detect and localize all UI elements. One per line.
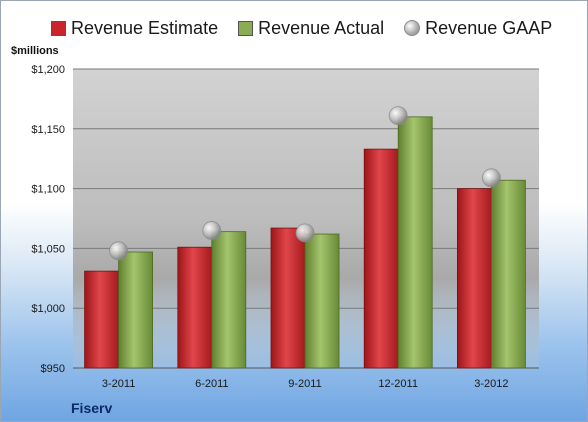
y-tick-label: $1,200	[31, 64, 65, 76]
x-axis-ticks: 3-2011 6-2011 9-2011 12-2011 3-2012	[102, 378, 509, 390]
bar-revenue-estimate	[270, 227, 306, 369]
marker-revenue-gaap	[109, 241, 128, 261]
y-tick-label: $1,000	[31, 303, 65, 315]
x-tick-label: 3-2011	[102, 378, 135, 390]
x-tick-label: 6-2011	[195, 378, 228, 390]
legend-item-estimate: Revenue Estimate	[51, 18, 218, 39]
marker-revenue-gaap	[481, 168, 501, 188]
bar-revenue-actual	[118, 251, 153, 369]
x-tick-label: 12-2011	[378, 378, 418, 390]
marker-revenue-gaap	[202, 221, 222, 240]
bar-revenue-actual	[211, 231, 247, 369]
bar-revenue-estimate	[177, 246, 213, 369]
legend-item-gaap: Revenue GAAP	[404, 18, 552, 39]
legend-swatch-estimate	[51, 20, 66, 36]
bar-revenue-actual	[490, 179, 526, 369]
x-tick-label: 3-2012	[474, 378, 508, 390]
bars	[84, 116, 526, 369]
bar-revenue-estimate	[84, 270, 119, 369]
y-axis-ticks: $950 $1,000 $1,050 $1,100 $1,150 $1,200	[31, 64, 65, 375]
unit-label: $millions	[11, 45, 59, 57]
legend-label-estimate: Revenue Estimate	[71, 17, 219, 38]
marker-revenue-gaap	[388, 106, 408, 126]
legend-marker-gaap	[404, 20, 421, 36]
bar-revenue-actual	[304, 233, 340, 369]
bar-revenue-estimate	[456, 188, 492, 369]
bar-revenue-actual	[397, 116, 433, 369]
gaap-markers	[109, 106, 501, 261]
y-tick-label: $1,050	[31, 243, 65, 255]
y-tick-label: $1,150	[31, 124, 65, 136]
legend-label-actual: Revenue Actual	[258, 17, 385, 38]
legend-label-gaap: Revenue GAAP	[425, 17, 553, 38]
marker-revenue-gaap	[295, 223, 315, 243]
legend-swatch-actual	[238, 20, 254, 36]
legend-item-actual: Revenue Actual	[238, 18, 384, 39]
chart-legend: Revenue Estimate Revenue Actual Revenue …	[51, 17, 572, 39]
bar-revenue-estimate	[363, 148, 399, 369]
y-tick-label: $1,100	[31, 184, 65, 196]
y-tick-label: $950	[41, 363, 65, 375]
company-label: Fiserv	[71, 400, 113, 416]
x-tick-label: 9-2011	[288, 378, 321, 390]
